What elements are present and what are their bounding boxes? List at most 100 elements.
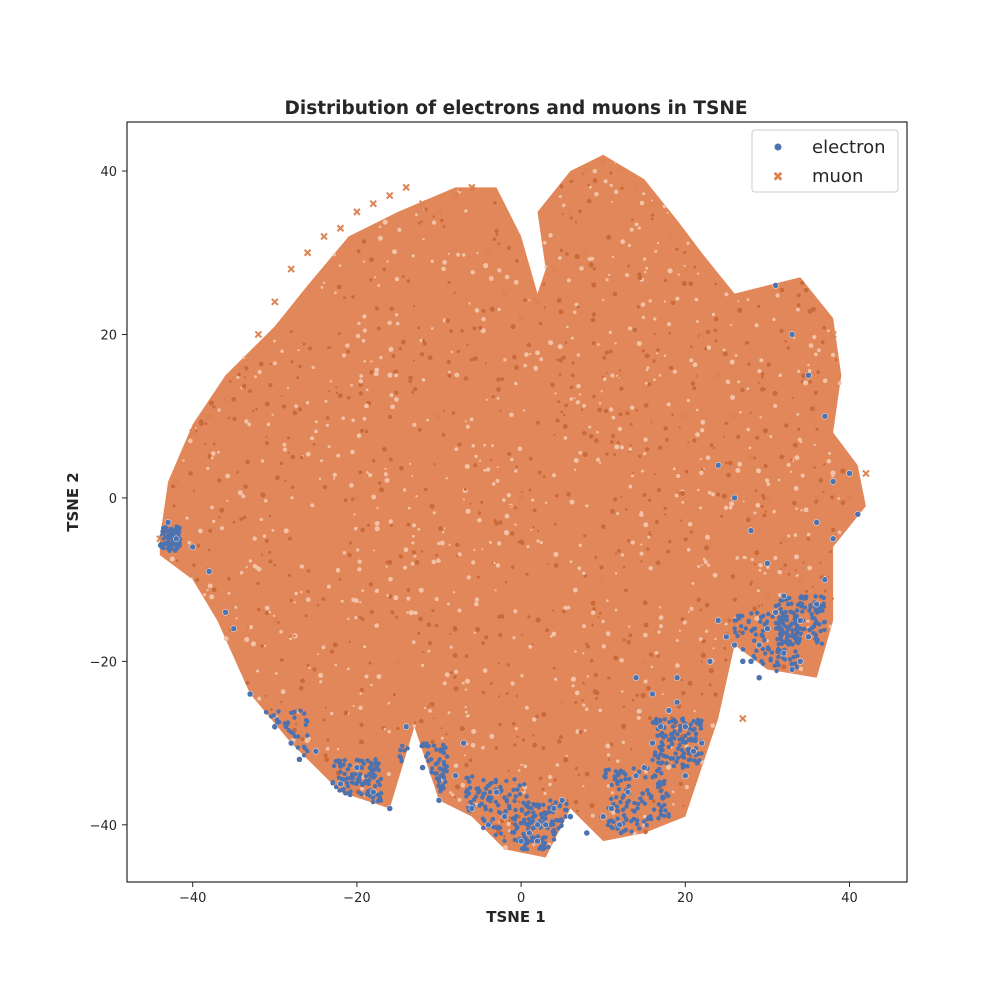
electron-point bbox=[534, 821, 541, 829]
electron-texture-dot bbox=[303, 722, 308, 728]
electron-texture-dot bbox=[402, 748, 407, 753]
muon-texture-dot bbox=[353, 513, 356, 516]
electron-texture-dot bbox=[563, 814, 568, 819]
muon-texture-dot bbox=[280, 700, 283, 704]
electron-texture-dot bbox=[740, 630, 745, 635]
muon-texture-dot bbox=[308, 666, 311, 670]
muon-texture-dot bbox=[357, 567, 362, 572]
muon-texture-dot bbox=[700, 428, 705, 433]
muon-texture-dot bbox=[408, 375, 413, 380]
electron-texture-dot bbox=[615, 809, 621, 814]
electron-texture-dot bbox=[660, 731, 665, 736]
muon-texture-dot bbox=[337, 332, 341, 336]
muon-texture-dot bbox=[494, 589, 497, 592]
muon-texture-dot bbox=[450, 350, 453, 354]
electron-texture-dot bbox=[664, 791, 669, 796]
muon-texture-dot bbox=[746, 387, 750, 390]
muon-texture-dot bbox=[359, 692, 363, 695]
muon-texture-dot bbox=[265, 539, 269, 543]
muon-texture-dot bbox=[640, 692, 646, 699]
muon-point bbox=[665, 232, 673, 241]
muon-texture-dot bbox=[269, 363, 272, 366]
muon-texture-dot bbox=[513, 609, 518, 614]
muon-texture-dot bbox=[643, 679, 648, 684]
muon-texture-dot bbox=[305, 401, 310, 405]
muon-texture-dot bbox=[750, 557, 754, 562]
muon-texture-dot bbox=[658, 445, 663, 450]
muon-texture-dot bbox=[306, 569, 311, 573]
muon-texture-dot bbox=[427, 649, 431, 653]
muon-texture-dot bbox=[808, 380, 813, 384]
electron-point bbox=[419, 764, 426, 771]
muon-texture-dot bbox=[219, 507, 225, 513]
muon-texture-dot bbox=[609, 183, 613, 187]
muon-texture-dot bbox=[830, 352, 836, 358]
electron-texture-dot bbox=[613, 769, 619, 774]
y-tick-label: 40 bbox=[100, 165, 117, 180]
muon-texture-dot bbox=[613, 453, 616, 457]
muon-texture-dot bbox=[760, 372, 765, 377]
muon-texture-dot bbox=[463, 376, 469, 381]
muon-texture-dot bbox=[498, 632, 503, 638]
muon-texture-dot bbox=[448, 543, 451, 546]
muon-texture-dot bbox=[476, 575, 480, 579]
muon-texture-dot bbox=[653, 378, 656, 382]
muon-texture-dot bbox=[596, 430, 599, 434]
electron-texture-dot bbox=[434, 747, 439, 752]
muon-texture-dot bbox=[569, 560, 573, 564]
electron-texture-dot bbox=[360, 758, 365, 764]
muon-texture-dot bbox=[427, 705, 430, 708]
electron-texture-dot bbox=[641, 819, 647, 824]
muon-texture-dot bbox=[641, 469, 644, 473]
muon-texture-dot bbox=[828, 550, 832, 554]
muon-texture-dot bbox=[357, 321, 361, 326]
muon-texture-dot bbox=[484, 635, 489, 640]
muon-texture-dot bbox=[552, 473, 556, 478]
electron-texture-dot bbox=[542, 845, 548, 850]
muon-texture-dot bbox=[384, 467, 387, 470]
muon-texture-dot bbox=[337, 393, 343, 399]
muon-texture-dot bbox=[769, 435, 773, 438]
legend-electron-label: electron bbox=[812, 137, 886, 158]
electron-texture-dot bbox=[807, 627, 812, 633]
muon-texture-dot bbox=[329, 380, 333, 383]
electron-texture-dot bbox=[668, 732, 674, 737]
muon-texture-dot bbox=[737, 300, 740, 303]
muon-texture-dot bbox=[641, 349, 645, 353]
muon-texture-dot bbox=[257, 607, 261, 612]
electron-texture-dot bbox=[676, 746, 681, 751]
electron-texture-dot bbox=[512, 817, 518, 822]
muon-texture-dot bbox=[297, 349, 300, 352]
muon-point bbox=[271, 616, 279, 625]
electron-texture-dot bbox=[496, 803, 501, 808]
muon-texture-dot bbox=[225, 473, 231, 479]
electron-point bbox=[435, 797, 443, 804]
muon-texture-dot bbox=[547, 563, 550, 566]
muon-texture-dot bbox=[603, 179, 608, 184]
muon-texture-dot bbox=[646, 547, 650, 551]
electron-point bbox=[714, 617, 722, 624]
muon-texture-dot bbox=[502, 498, 506, 502]
muon-texture-dot bbox=[195, 427, 197, 430]
electron-texture-dot bbox=[627, 776, 632, 782]
electron-point bbox=[673, 698, 681, 706]
electron-texture-dot bbox=[774, 668, 779, 674]
muon-texture-dot bbox=[517, 800, 521, 803]
muon-texture-dot bbox=[496, 377, 501, 382]
electron-texture-dot bbox=[822, 627, 827, 633]
muon-texture-dot bbox=[683, 250, 687, 255]
electron-texture-dot bbox=[670, 724, 676, 729]
muon-texture-dot bbox=[813, 466, 816, 469]
muon-texture-dot bbox=[421, 663, 425, 668]
muon-texture-dot bbox=[635, 409, 638, 412]
muon-texture-dot bbox=[310, 503, 315, 508]
muon-texture-dot bbox=[289, 330, 293, 334]
muon-texture-dot bbox=[737, 461, 743, 467]
muon-texture-dot bbox=[248, 559, 253, 563]
electron-texture-dot bbox=[467, 779, 472, 784]
electron-texture-dot bbox=[520, 820, 525, 826]
muon-texture-dot bbox=[665, 764, 672, 770]
muon-texture-dot bbox=[411, 523, 417, 528]
electron-texture-dot bbox=[474, 786, 479, 791]
muon-texture-dot bbox=[428, 709, 432, 713]
